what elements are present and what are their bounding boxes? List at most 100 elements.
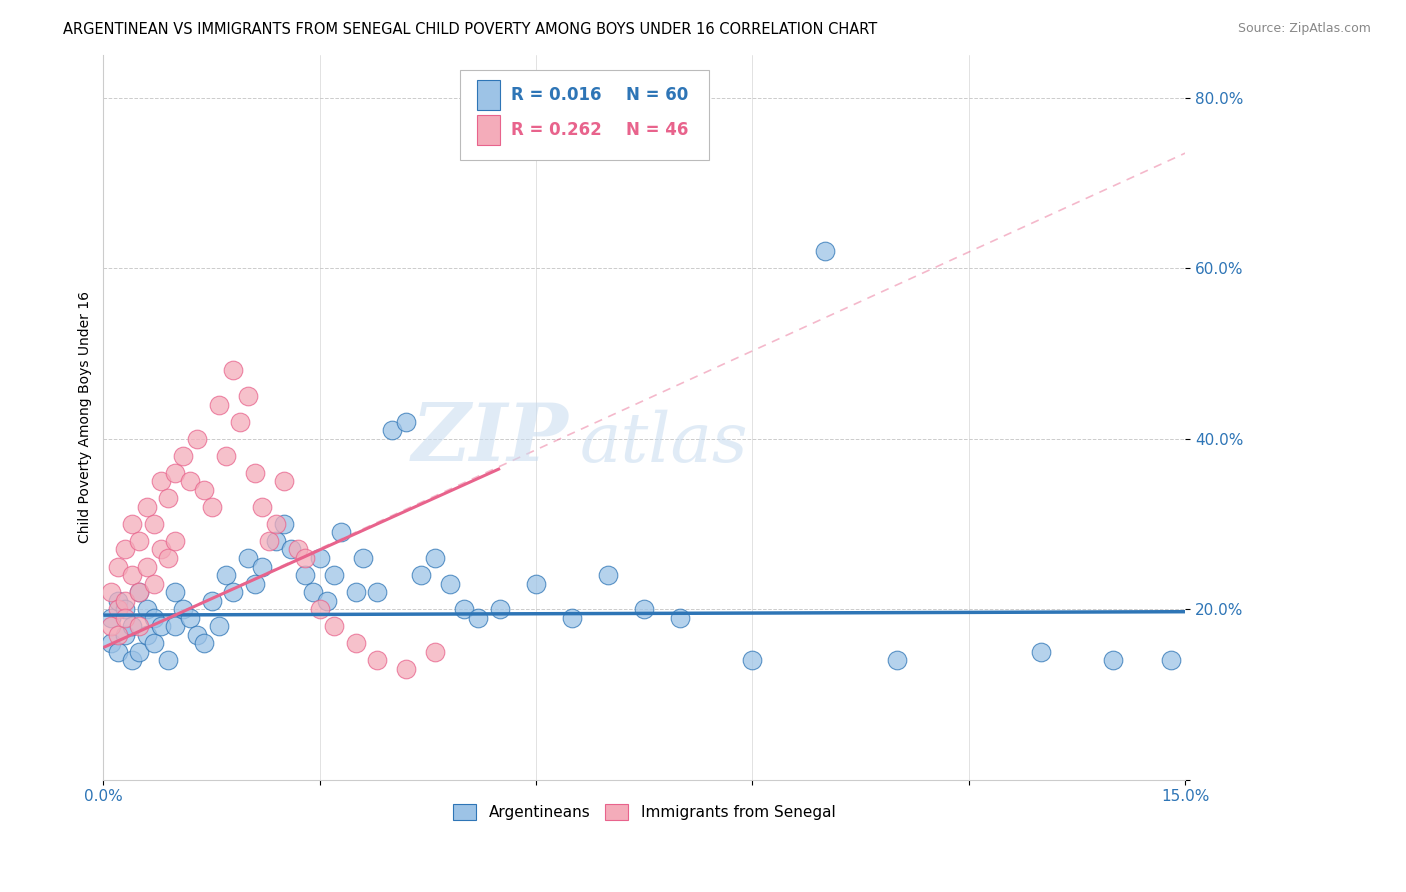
Point [165, 619, 187, 633]
Point [669, 610, 692, 624]
Point [157, 551, 180, 566]
Point [266, 533, 288, 548]
Point [121, 619, 143, 633]
Point [330, 525, 353, 540]
Point [886, 653, 908, 667]
Point [222, 363, 245, 377]
Point [100, 619, 122, 633]
Point [208, 398, 231, 412]
Text: N = 46: N = 46 [626, 120, 689, 139]
Y-axis label: Child Poverty Among Boys Under 16: Child Poverty Among Boys Under 16 [79, 292, 93, 543]
Point [142, 576, 165, 591]
Point [633, 602, 655, 616]
Point [381, 423, 404, 437]
Point [1029, 645, 1052, 659]
Point [128, 645, 150, 659]
Point [142, 636, 165, 650]
Point [128, 585, 150, 599]
Point [243, 576, 266, 591]
Point [128, 585, 150, 599]
Point [366, 653, 388, 667]
Point [294, 568, 316, 582]
Text: Source: ZipAtlas.com: Source: ZipAtlas.com [1237, 22, 1371, 36]
Point [243, 466, 266, 480]
Point [135, 628, 157, 642]
Point [135, 559, 157, 574]
Point [273, 475, 295, 489]
Point [114, 542, 136, 557]
Point [524, 576, 547, 591]
Point [107, 593, 129, 607]
Point [395, 415, 418, 429]
Point [114, 602, 136, 616]
Point [121, 568, 143, 582]
Point [236, 389, 259, 403]
Point [598, 568, 620, 582]
Point [215, 568, 238, 582]
Bar [477, 79, 501, 111]
FancyBboxPatch shape [460, 70, 709, 161]
Point [409, 568, 432, 582]
Point [208, 619, 231, 633]
Point [100, 610, 122, 624]
Text: ZIP: ZIP [412, 401, 568, 478]
Point [813, 244, 835, 259]
Point [308, 602, 330, 616]
Point [150, 475, 173, 489]
Point [128, 533, 150, 548]
Point [142, 516, 165, 531]
Bar [477, 114, 501, 145]
Point [215, 449, 238, 463]
Point [344, 585, 367, 599]
Point [467, 610, 489, 624]
Point [114, 610, 136, 624]
Point [114, 628, 136, 642]
Legend: Argentineans, Immigrants from Senegal: Argentineans, Immigrants from Senegal [447, 798, 841, 826]
Point [193, 483, 215, 497]
Point [157, 653, 180, 667]
Point [100, 636, 122, 650]
Point [1102, 653, 1125, 667]
Point [423, 551, 446, 566]
Point [135, 500, 157, 514]
Point [301, 585, 323, 599]
Point [323, 568, 346, 582]
Point [266, 516, 288, 531]
Point [179, 475, 201, 489]
Point [100, 585, 122, 599]
Point [308, 551, 330, 566]
Point [395, 662, 418, 676]
Point [439, 576, 461, 591]
Point [121, 516, 143, 531]
Point [236, 551, 259, 566]
Text: R = 0.262: R = 0.262 [512, 120, 602, 139]
Text: atlas: atlas [579, 409, 748, 476]
Point [165, 466, 187, 480]
Point [200, 593, 222, 607]
Point [121, 653, 143, 667]
Point [222, 585, 245, 599]
Point [186, 432, 208, 446]
Point [142, 610, 165, 624]
Point [352, 551, 374, 566]
Point [250, 500, 273, 514]
Point [280, 542, 302, 557]
Point [165, 533, 187, 548]
Point [107, 602, 129, 616]
Point [107, 559, 129, 574]
Text: R = 0.016: R = 0.016 [512, 86, 602, 104]
Point [128, 619, 150, 633]
Text: ARGENTINEAN VS IMMIGRANTS FROM SENEGAL CHILD POVERTY AMONG BOYS UNDER 16 CORRELA: ARGENTINEAN VS IMMIGRANTS FROM SENEGAL C… [63, 22, 877, 37]
Point [107, 645, 129, 659]
Point [200, 500, 222, 514]
Point [741, 653, 763, 667]
Point [114, 593, 136, 607]
Point [1160, 653, 1182, 667]
Point [316, 593, 339, 607]
Point [273, 516, 295, 531]
Point [107, 628, 129, 642]
Point [287, 542, 309, 557]
Point [229, 415, 252, 429]
Point [150, 542, 173, 557]
Point [150, 619, 173, 633]
